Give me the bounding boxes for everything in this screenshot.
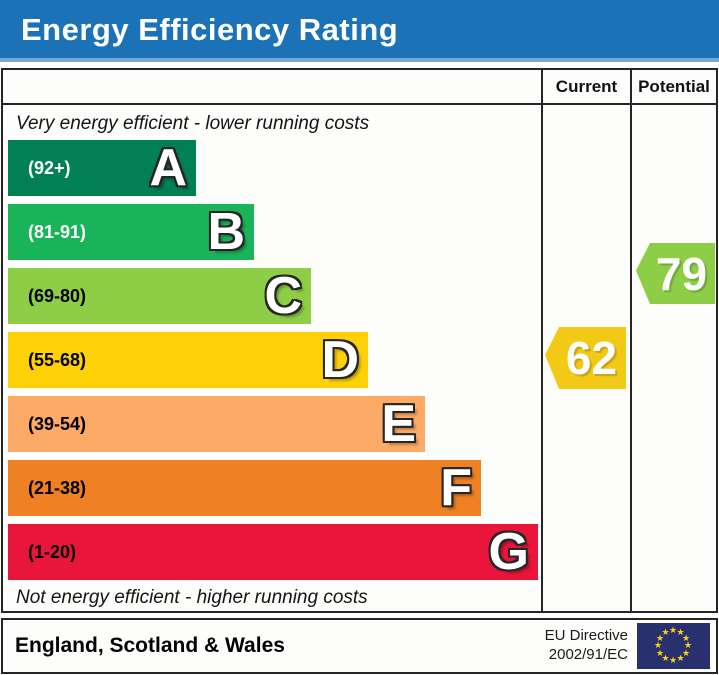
band-letter: D <box>321 331 359 389</box>
eu-star-icon: ★ <box>656 632 665 643</box>
band-a: (92+) A <box>8 140 196 196</box>
region-label: England, Scotland & Wales <box>15 634 285 657</box>
band-range-label: (1-20) <box>28 541 77 562</box>
band-range-label: (81-91) <box>28 221 87 242</box>
band-letter: B <box>207 203 245 261</box>
eu-star-icon: ★ <box>669 625 678 635</box>
band-d: (55-68) D <box>8 332 368 388</box>
band-letter: F <box>440 459 472 517</box>
band-c: (69-80) C <box>8 268 311 324</box>
eu-star-icon: ★ <box>669 655 678 665</box>
potential-column: 79 <box>630 105 716 611</box>
band-range-label: (39-54) <box>28 413 87 434</box>
title-banner: Energy Efficiency Rating <box>0 0 719 62</box>
bands: (92+) A (81-91) B (69-80) C (55-68) D (3… <box>8 140 539 585</box>
header-empty-cell <box>3 70 541 105</box>
header-potential: Potential <box>630 70 716 105</box>
eu-star-icon: ★ <box>654 640 663 650</box>
band-b: (81-91) B <box>8 204 254 260</box>
top-caption: Very energy efficient - lower running co… <box>16 113 370 134</box>
header-current: Current <box>541 70 630 105</box>
eu-directive-label: EU Directive 2002/91/EC <box>545 627 637 665</box>
page-title: Energy Efficiency Rating <box>21 12 399 47</box>
band-e: (39-54) E <box>8 396 425 452</box>
eu-star-icon: ★ <box>681 647 691 658</box>
bottom-caption: Not energy efficient - higher running co… <box>16 587 368 608</box>
eu-star-icon: ★ <box>661 652 670 663</box>
band-letter: C <box>264 267 302 325</box>
current-rating-value: 62 <box>565 332 618 384</box>
band-letter: E <box>381 395 416 453</box>
current-rating-marker: 62 <box>545 327 626 389</box>
eu-directive-line2: 2002/91/EC <box>548 646 628 663</box>
potential-rating-value: 79 <box>655 247 708 300</box>
band-range-label: (21-38) <box>28 477 87 498</box>
band-range-label: (55-68) <box>28 349 87 370</box>
band-letter: A <box>149 139 187 197</box>
band-range-label: (69-80) <box>28 285 87 306</box>
band-letter: G <box>488 523 529 581</box>
current-column: 62 <box>541 105 630 611</box>
bands-cell: Very energy efficient - lower running co… <box>3 105 541 611</box>
footer-bar: England, Scotland & Wales EU Directive 2… <box>1 618 718 674</box>
eu-directive-line1: EU Directive <box>544 627 628 645</box>
eu-star-icon: ★ <box>676 652 685 663</box>
band-g: (1-20) G <box>8 524 538 580</box>
eu-star-icon: ★ <box>684 640 693 650</box>
eu-star-icon: ★ <box>676 627 685 637</box>
band-f: (21-38) F <box>8 460 481 516</box>
eu-star-icon: ★ <box>681 632 691 643</box>
band-range-label: (92+) <box>28 157 71 178</box>
potential-rating-marker: 79 <box>636 243 715 304</box>
eu-star-icon: ★ <box>656 647 665 658</box>
eu-flag-icon: ★ ★ ★ ★ ★ ★ ★ ★ ★ ★ ★ ★ <box>637 623 710 669</box>
rating-table: Current Potential Very energy efficient … <box>1 68 718 613</box>
eu-star-icon: ★ <box>661 627 670 637</box>
